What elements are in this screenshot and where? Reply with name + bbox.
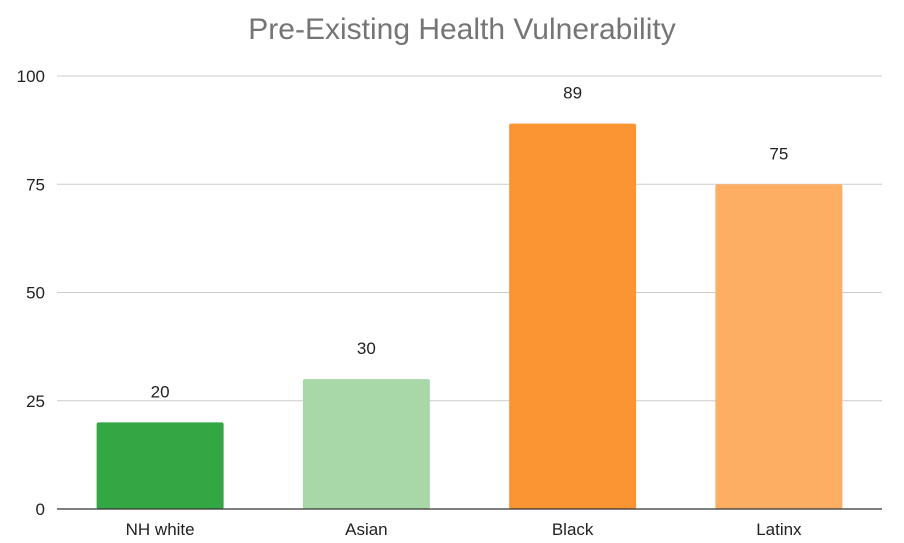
y-axis-ticks: 0 25 50 75 100 [17, 67, 45, 519]
data-labels: 20 30 89 75 [151, 84, 789, 402]
chart-title: Pre-Existing Health Vulnerability [248, 13, 675, 46]
bar [96, 422, 224, 509]
data-label: 75 [769, 144, 788, 163]
y-tick-label: 75 [26, 175, 45, 194]
data-label: 20 [151, 382, 170, 401]
data-label: 30 [357, 339, 376, 358]
x-tick-label: NH white [126, 520, 195, 539]
bar [302, 379, 430, 509]
x-tick-label: Latinx [756, 520, 802, 539]
x-tick-label: Black [552, 520, 594, 539]
x-axis-ticks: NH white Asian Black Latinx [126, 520, 802, 539]
bars [96, 123, 843, 509]
y-tick-label: 100 [17, 67, 45, 86]
y-tick-label: 50 [26, 284, 45, 303]
y-tick-label: 25 [26, 392, 45, 411]
y-tick-label: 0 [36, 500, 45, 519]
data-label: 89 [563, 84, 582, 103]
x-tick-label: Asian [345, 520, 388, 539]
bar [715, 184, 843, 509]
bar [509, 123, 637, 509]
